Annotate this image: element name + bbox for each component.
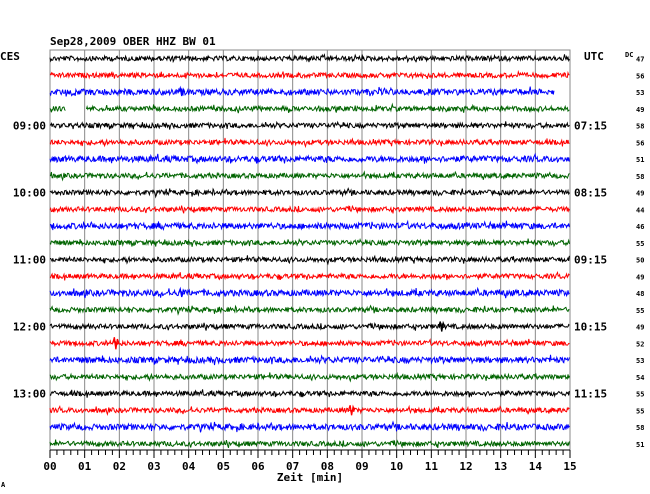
dc-value: 55 — [636, 407, 644, 415]
trace-row — [49, 86, 555, 97]
footer-mark: A — [1, 481, 6, 489]
left-hour-label: 13:00 — [13, 388, 46, 401]
dc-value: 49 — [636, 273, 644, 281]
x-tick-label: 02 — [113, 460, 126, 473]
trace-row — [49, 439, 570, 449]
dc-value: 58 — [636, 173, 644, 181]
left-hour-label: 12:00 — [13, 321, 46, 334]
dc-value: 58 — [636, 123, 644, 131]
dc-value: 47 — [636, 56, 644, 64]
trace-row — [49, 152, 570, 165]
dc-value: 53 — [636, 89, 644, 97]
trace-row — [49, 286, 570, 299]
dc-label: DC — [625, 51, 633, 59]
x-tick-label: 13 — [494, 460, 507, 473]
trace-row — [49, 389, 570, 398]
dc-value: 48 — [636, 290, 644, 298]
dc-value: 46 — [636, 223, 644, 231]
trace-row — [49, 354, 570, 366]
seismic-traces — [49, 53, 570, 449]
trace-row — [49, 270, 570, 281]
chart-title: Sep28,2009 OBER HHZ BW 01 — [50, 35, 216, 48]
x-tick-label: 15 — [563, 460, 576, 473]
dc-value: 56 — [636, 72, 644, 80]
trace-row — [49, 237, 570, 248]
x-tick-label: 01 — [78, 460, 92, 473]
trace-event — [347, 404, 356, 416]
dc-value: 54 — [636, 374, 644, 382]
right-hour-label: 10:15 — [574, 321, 607, 334]
x-tick-label: 11 — [425, 460, 439, 473]
trace-row — [49, 404, 570, 416]
x-tick-label: 03 — [147, 460, 160, 473]
trace-row — [49, 53, 570, 64]
trace-row — [49, 420, 570, 433]
dc-value: 49 — [636, 190, 644, 198]
dc-value: 51 — [636, 441, 644, 449]
left-hour-label: 10:00 — [13, 187, 46, 200]
dc-value: 56 — [636, 139, 644, 147]
x-tick-label: 05 — [217, 460, 230, 473]
trace-row — [49, 322, 570, 332]
x-tick-label: 09 — [355, 460, 368, 473]
trace-row — [49, 120, 570, 130]
dc-value: 55 — [636, 307, 644, 315]
x-tick-label: 06 — [251, 460, 265, 473]
trace-row — [49, 170, 570, 182]
grid-lines — [49, 49, 571, 451]
trace-event — [438, 320, 446, 332]
trace-row — [49, 304, 570, 316]
right-timezone-label: UTC — [584, 50, 604, 63]
dc-value: 55 — [636, 240, 644, 248]
x-tick-label: 14 — [529, 460, 543, 473]
trace-row — [49, 69, 570, 80]
dc-value: 52 — [636, 340, 644, 348]
dc-value: 50 — [636, 257, 644, 265]
left-hour-label: 11:00 — [13, 254, 46, 267]
x-axis: 00 01 02 03 04 05 06 07 08 09 10 11 12 13 14 15 — [43, 449, 577, 473]
x-tick-label: 07 — [286, 460, 299, 473]
trace-row — [49, 371, 570, 383]
trace-row — [49, 187, 570, 199]
left-timezone-label: CES — [0, 50, 20, 63]
dc-value: 55 — [636, 391, 644, 399]
trace-row — [49, 204, 570, 214]
dc-value: 58 — [636, 424, 644, 432]
dc-value: 51 — [636, 156, 644, 164]
right-hour-label: 09:15 — [574, 254, 607, 267]
left-hour-labels: 09:00 10:00 11:00 12:00 13:00 — [13, 120, 46, 401]
x-tick-label: 10 — [390, 460, 403, 473]
dc-values: 47 56 53 49 58 56 51 58 49 44 46 55 50 49 48 55 49 52 53 54… — [636, 56, 644, 449]
trace-event — [178, 85, 186, 97]
x-axis-label: Zeit [min] — [277, 471, 343, 484]
trace-row — [49, 219, 570, 232]
dc-value: 49 — [636, 106, 644, 114]
trace-row — [49, 102, 570, 114]
plot-frame — [49, 49, 571, 451]
x-tick-label: 12 — [459, 460, 472, 473]
dc-value: 49 — [636, 324, 644, 332]
dc-value: 44 — [636, 206, 644, 214]
trace-event — [178, 286, 186, 298]
left-hour-label: 09:00 — [13, 120, 46, 133]
right-hour-label: 07:15 — [574, 120, 607, 133]
trace-row — [49, 338, 570, 348]
x-tick-label: 00 — [43, 460, 56, 473]
x-tick-label: 08 — [321, 460, 334, 473]
trace-event — [112, 337, 120, 350]
trace-row — [50, 254, 570, 266]
x-tick-label: 04 — [182, 460, 196, 473]
dc-value: 53 — [636, 357, 644, 365]
right-hour-label: 08:15 — [574, 187, 607, 200]
trace-row — [49, 137, 570, 149]
right-hour-labels: 07:15 08:15 09:15 10:15 11:15 — [574, 120, 607, 401]
right-hour-label: 11:15 — [574, 388, 607, 401]
